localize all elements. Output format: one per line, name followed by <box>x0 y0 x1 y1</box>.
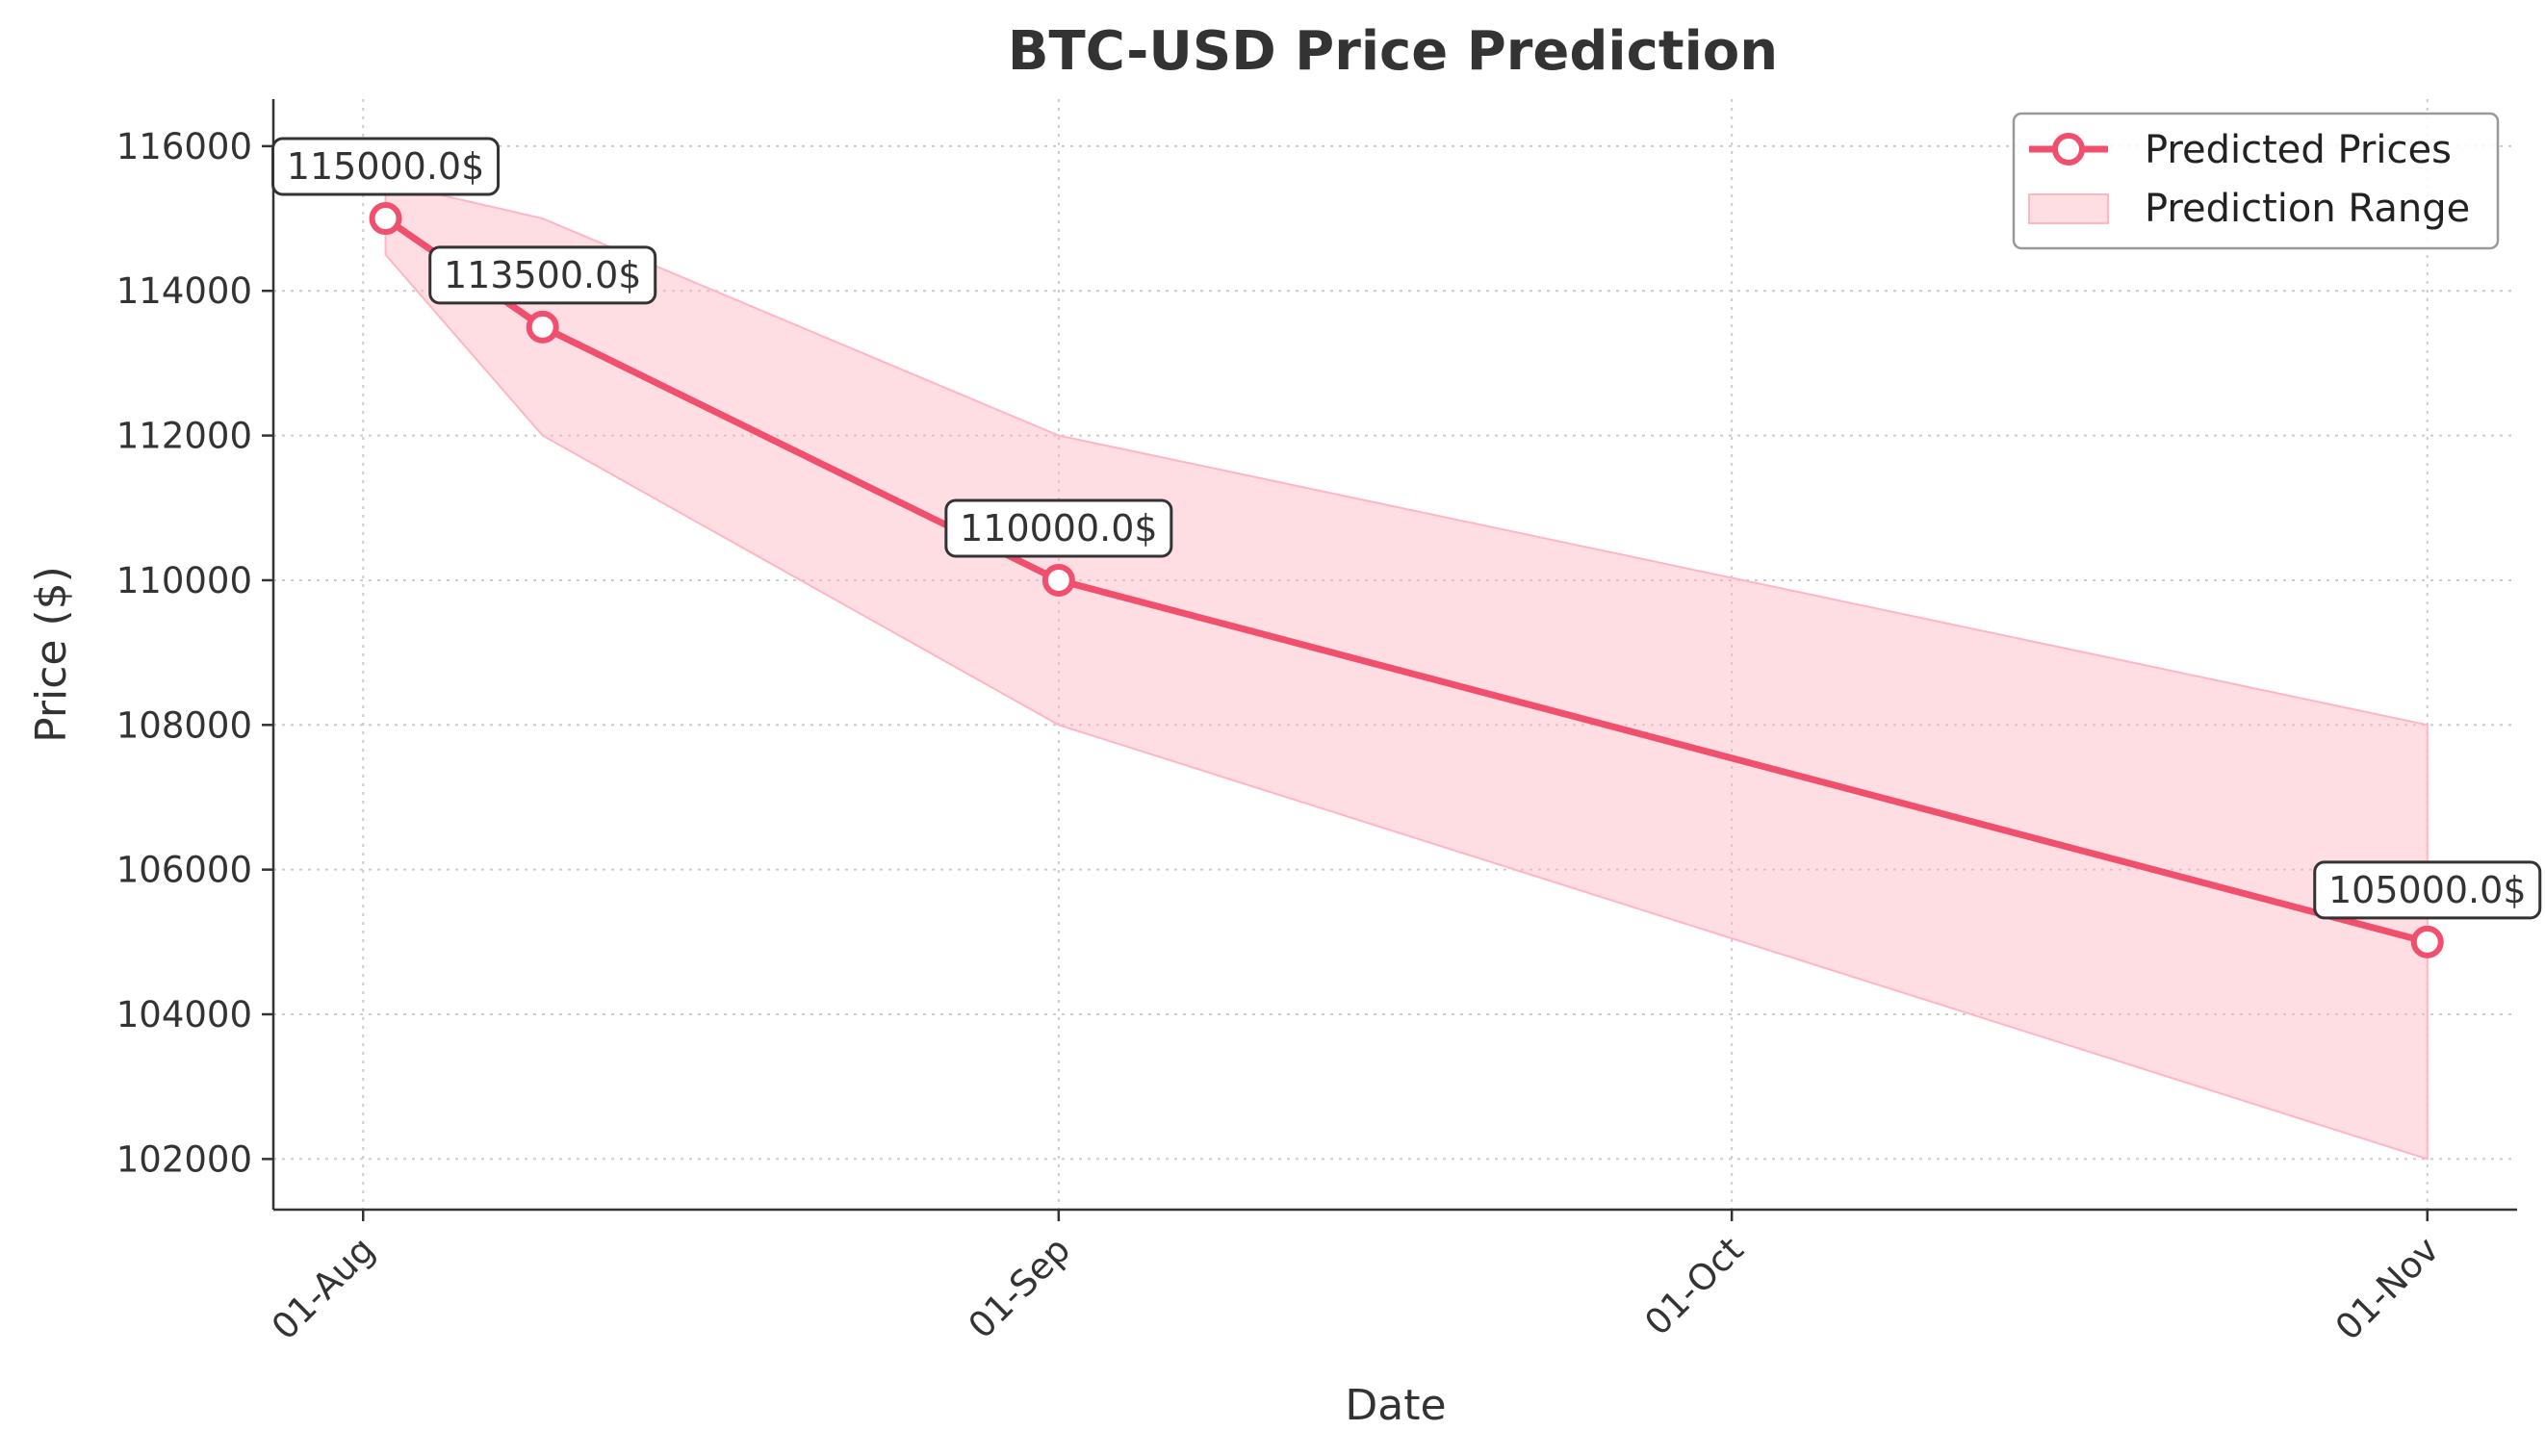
y-tick-label: 108000 <box>116 704 252 746</box>
chart-title: BTC-USD Price Prediction <box>1008 20 1778 83</box>
data-label: 105000.0$ <box>2328 869 2527 911</box>
x-tick-label: 01-Sep <box>961 1229 1078 1346</box>
ticks: 102000 104000 106000 108000 110000 112000 1140… <box>116 126 2447 1348</box>
data-point <box>2410 925 2444 958</box>
legend-label-predicted-prices: Predicted Prices <box>2145 128 2452 172</box>
y-tick-label: 102000 <box>116 1138 252 1180</box>
x-tick-label: 01-Nov <box>2327 1229 2447 1348</box>
x-tick-label: 01-Aug <box>264 1229 383 1348</box>
y-tick-label: 114000 <box>116 270 252 312</box>
axes <box>271 99 2517 1212</box>
y-tick-label: 106000 <box>116 850 252 891</box>
x-axis-label: Date <box>1345 1381 1446 1430</box>
data-label: 113500.0$ <box>444 254 642 296</box>
x-tick-label: 01-Oct <box>1636 1229 1751 1343</box>
legend-marker-swatch <box>2052 133 2085 166</box>
data-label: 110000.0$ <box>960 507 1158 549</box>
y-axis-label: Price ($) <box>27 566 76 743</box>
data-point <box>526 310 559 344</box>
y-tick-label: 110000 <box>116 560 252 601</box>
annotations: 115000.0$ 113500.0$ 110000.0$ 105000.0$ <box>271 137 2542 920</box>
data-label-box <box>428 245 657 305</box>
data-label-box <box>944 498 1173 558</box>
legend-range-swatch <box>2028 193 2109 224</box>
data-point <box>369 202 402 236</box>
legend-frame <box>2012 112 2500 250</box>
y-tick-label: 104000 <box>116 994 252 1035</box>
data-label-box <box>271 137 501 196</box>
legend: Predicted Prices Prediction Range <box>2012 112 2500 250</box>
y-tick-label: 112000 <box>116 416 252 457</box>
data-label-box <box>2313 860 2542 920</box>
legend-label-prediction-range: Prediction Range <box>2145 187 2470 231</box>
data-point <box>1041 563 1075 597</box>
data-label: 115000.0$ <box>287 145 485 188</box>
y-tick-label: 116000 <box>116 126 252 167</box>
